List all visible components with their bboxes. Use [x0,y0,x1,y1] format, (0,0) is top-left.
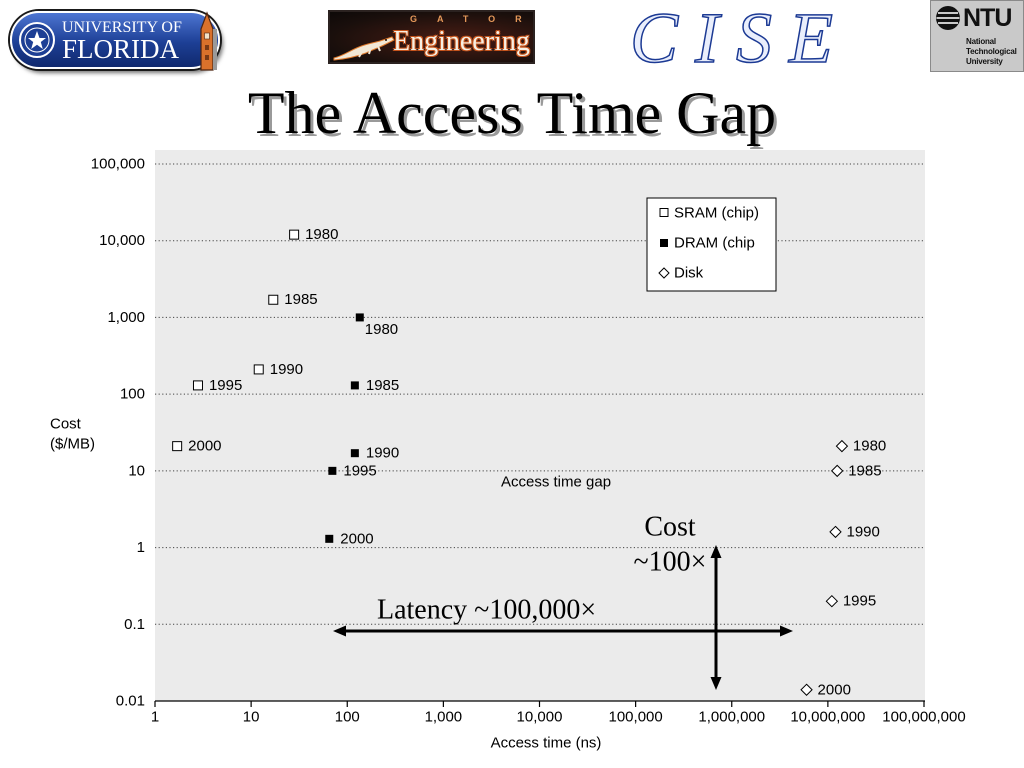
x-tick-label: 10 [243,709,260,726]
sram-point-2000 [172,441,183,452]
globe-stripes [936,12,960,24]
ntu-logo-abbr: NTU [963,4,1012,32]
x-tick-label: 10,000,000 [790,709,865,726]
seal-emblem [28,31,46,49]
y-tick-label: 100,000 [91,156,145,173]
dram-label-1995: 1995 [343,462,376,479]
x-axis-title: Access time (ns) [491,735,602,752]
dram-point-1990 [350,449,359,458]
x-tick-label: 100,000,000 [882,709,965,726]
sram-label-1985: 1985 [284,291,317,308]
disk-label-1985: 1985 [848,462,881,479]
latency-double-arrow [333,625,793,637]
x-tick-label: 100 [335,709,360,726]
cost-annotation-line2: ~100× [634,547,707,578]
legend-marker-sram [659,208,669,217]
gator-body [333,36,395,61]
x-tick-label: 1,000 [425,709,463,726]
legend-marker-dram [660,239,668,247]
sram-label-1980: 1980 [305,226,338,243]
plot-background [155,150,925,701]
sram-point-1985 [268,294,279,305]
dram-point-1980 [355,313,364,322]
disk-point-1980 [835,439,849,453]
tower-window [205,45,209,50]
cise-logo: CISE [629,0,850,78]
gator-legs [358,43,381,58]
disk-label-1990: 1990 [846,523,879,540]
tower-clock [204,32,210,40]
sram-label-2000: 2000 [188,438,221,455]
century-tower-icon [200,11,217,71]
sram-label-1990: 1990 [270,361,303,378]
latency-arrow-right-head [780,625,793,637]
disk-label-2000: 2000 [818,681,851,698]
uf-logo-line2: FLORIDA [62,34,180,64]
y-axis-title-line1: Cost [50,416,82,433]
x-tick-label: 1 [151,709,159,726]
cost-arrow-top-head [710,545,722,558]
disk-point-1995 [825,594,839,608]
y-axis-title-line2: ($/MB) [50,436,95,453]
seal-inner-ring [24,27,50,53]
latency-arrow-left-head [333,625,346,637]
gator-engineering-logo: GATOR Engineering [328,10,535,64]
dram-point-1995 [328,466,337,475]
sram-point-1980 [289,229,300,240]
gator-icon [333,36,395,61]
y-tick-label: 1,000 [107,309,145,326]
plot-area: 0.01 0.1 1 10 100 1,000 10,000 100,000 1 10 100 1,0… [91,150,966,726]
dram-label-1990: 1990 [366,445,399,462]
cost-arrow-bottom-head [710,677,722,690]
sram-label-1995: 1995 [209,377,242,394]
uf-logo-line1: UNIVERSITY OF [62,19,182,36]
y-tick-label: 1 [137,539,145,556]
tower-body [200,11,214,71]
dram-label-1980: 1980 [365,321,398,338]
legend-label-disk: Disk [674,265,704,282]
uf-logo: UNIVERSITY OF FLORIDA [8,8,226,72]
ntu-logo: NTU National Technological University [930,0,1024,72]
tower-window [205,55,209,60]
ntu-logo-line1: National [966,37,996,46]
dram-label-2000: 2000 [340,530,373,547]
dram-point-2000 [325,534,334,543]
disk-point-1985 [830,464,844,478]
sram-point-1990 [253,364,264,375]
gator-logo-top-text: GATOR [410,14,535,24]
gator-eye [385,39,387,41]
disk-point-1990 [829,525,842,539]
dram-point-1985 [350,381,359,390]
y-tick-label: 100 [120,386,145,403]
legend-marker-disk [658,267,670,279]
x-tick-label: 10,000 [517,709,563,726]
uf-seal-icon [19,22,55,58]
access-time-chart: 0.01 0.1 1 10 100 1,000 10,000 100,000 1 10 100 1,0… [50,150,966,752]
slide-title: The Access Time Gap [247,80,777,146]
y-tick-label: 0.1 [124,616,145,633]
ntu-logo-line3: University [966,57,1003,66]
gator-logo-main-text: Engineering [393,26,530,57]
y-tick-label: 0.01 [116,693,145,710]
y-tick-label: 10 [128,462,145,479]
tower-shade [213,29,217,70]
sram-point-1995 [192,380,203,391]
ntu-globe-icon [936,6,960,30]
x-tick-label: 100,000 [609,709,663,726]
legend-label-sram: SRAM (chip) [674,205,759,222]
access-time-gap-annotation: Access time gap [501,474,611,491]
ntu-logo-line2: Technological [966,47,1017,56]
latency-annotation: Latency ~100,000× [377,595,596,626]
legend: SRAM (chip) DRAM (chip Disk [646,197,777,292]
x-tick-label: 1,000,000 [698,709,765,726]
cost-annotation-line1: Cost [644,512,696,543]
dram-label-1985: 1985 [366,377,399,394]
cost-double-arrow [710,545,722,690]
disk-point-2000 [800,683,813,696]
y-tick-label: 10,000 [99,232,145,249]
disk-label-1980: 1980 [853,438,886,455]
disk-label-1995: 1995 [843,593,876,610]
legend-label-dram: DRAM (chip [674,235,755,252]
